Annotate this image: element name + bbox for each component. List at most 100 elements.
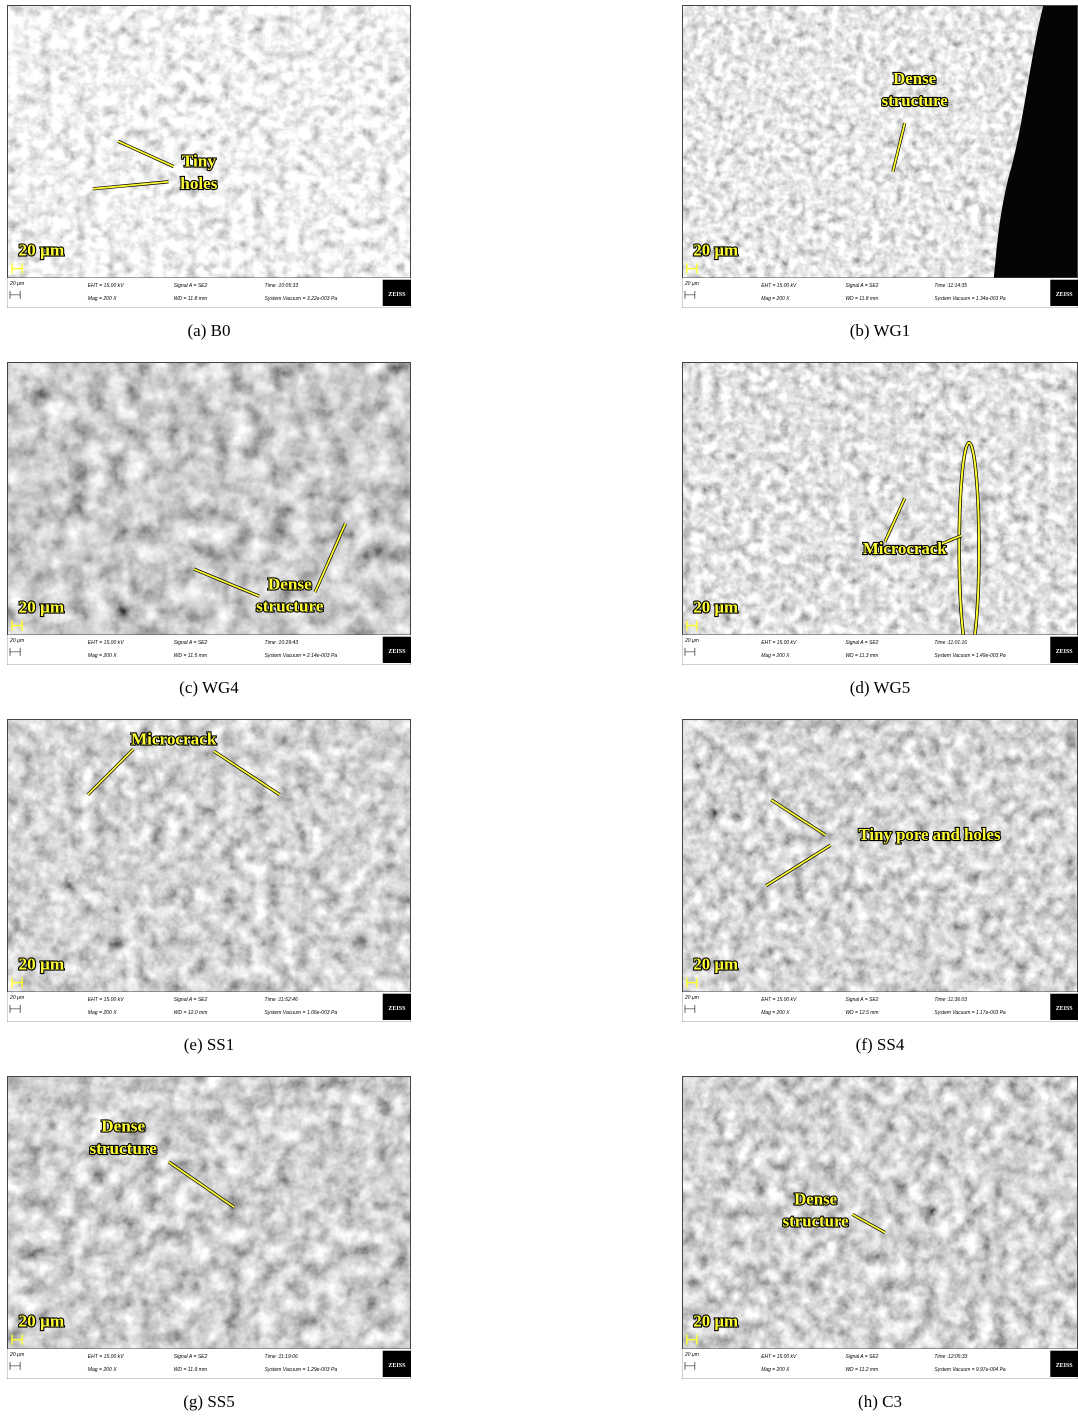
annotation: holes (180, 174, 218, 193)
info-wd: WD = 11.8 mm (845, 296, 878, 302)
brand: ZEISS (1056, 1363, 1073, 1369)
info-eht: EHT = 15.00 kV (761, 283, 797, 289)
info-vacuum: System Vacuum = 1.17e-003 Pa (934, 1010, 1005, 1016)
info-vacuum: System Vacuum = 1.06e-003 Pa (265, 1010, 338, 1016)
annotation: structure (89, 1139, 157, 1158)
annotation: structure (256, 596, 324, 615)
sem-image: Microcrack20 µm20 µmEHT = 15.00 kVMag = … (682, 362, 1078, 665)
brand: ZEISS (388, 1006, 406, 1012)
info-wd: WD = 11.5 mm (174, 653, 207, 659)
sem-panel: Tinyholes20 µm20 µmEHT = 15.00 kVMag = 2… (7, 5, 411, 308)
info-scale: 20 µm (9, 995, 24, 1001)
page: Tinyholes20 µm20 µmEHT = 15.00 kVMag = 2… (0, 0, 1078, 1421)
sem-panel: Tiny pore and holes 20 µm 20 µm EHT = 15.00… (682, 719, 1078, 1022)
caption: (f) SS4 (780, 1035, 980, 1055)
sem-image: Tiny pore and holes 20 µm 20 µm EHT = 15.00… (682, 719, 1078, 1022)
annotation: Tiny pore and holes (858, 825, 1000, 844)
info-signal: Signal A = SE2 (174, 283, 208, 289)
caption: (d) WG5 (780, 678, 980, 698)
brand: ZEISS (388, 1363, 406, 1369)
micrograph (682, 1076, 1078, 1349)
info-wd: WD = 11.2 mm (845, 1367, 878, 1373)
info-vacuum: System Vacuum = 1.29e-003 Pa (265, 1367, 338, 1373)
annotation: Dense (893, 69, 936, 88)
scale-bar-label: 20 µm (19, 597, 65, 616)
info-bar (682, 278, 1078, 308)
annotation: Dense (268, 574, 312, 593)
micrograph (7, 5, 411, 278)
info-time: Time :11:01:16 (934, 640, 967, 646)
annotation: Microcrack (863, 539, 947, 558)
info-bar (7, 635, 411, 665)
info-bar (7, 278, 411, 308)
info-vacuum: System Vacuum = 3.22e-003 Pa (265, 296, 338, 302)
info-mag: Mag = 200 X (761, 1010, 790, 1016)
info-signal: Signal A = SE2 (174, 997, 208, 1003)
brand: ZEISS (1056, 649, 1073, 655)
scale-bar-label: 20 µm (693, 954, 738, 973)
sem-panel: Densestructure20 µm20 µmEHT = 15.00 kVMa… (682, 5, 1078, 308)
info-time: Time :10:29:43 (265, 640, 299, 646)
info-vacuum: System Vacuum = 2.14e-003 Pa (265, 653, 338, 659)
info-mag: Mag = 200 X (761, 296, 790, 302)
info-signal: Signal A = SE2 (845, 640, 878, 646)
info-mag: Mag = 200 X (88, 1010, 117, 1016)
info-vacuum: System Vacuum = 1.49e-003 Pa (934, 653, 1005, 659)
info-time: Time :11:36:03 (934, 997, 967, 1003)
info-scale: 20 µm (9, 281, 24, 287)
annotation: structure (882, 91, 949, 110)
micrograph (7, 1076, 411, 1349)
info-eht: EHT = 15.00 kV (88, 1354, 124, 1360)
micrograph (7, 362, 411, 635)
micrograph (682, 362, 1078, 635)
info-bar (7, 1349, 411, 1379)
info-mag: Mag = 200 X (88, 653, 117, 659)
caption: (h) C3 (780, 1392, 980, 1412)
info-scale: 20 µm (684, 995, 699, 1001)
scale-bar-label: 20 µm (693, 240, 738, 259)
info-eht: EHT = 15.00 kV (88, 640, 124, 646)
info-wd: WD = 11.8 mm (174, 296, 207, 302)
micrograph (682, 719, 1078, 992)
info-time: Time :11:19:06 (265, 1354, 298, 1360)
info-wd: WD = 11.3 mm (845, 653, 878, 659)
info-eht: EHT = 15.00 kV (88, 997, 124, 1003)
info-vacuum: System Vacuum = 1.34e-003 Pa (934, 296, 1005, 302)
info-signal: Signal A = SE2 (845, 283, 878, 289)
caption: (g) SS5 (109, 1392, 309, 1412)
info-vacuum: System Vacuum = 9.97e-004 Pa (934, 1367, 1005, 1373)
scale-bar-label: 20 µm (19, 954, 65, 973)
info-time: Time :10:05:33 (265, 283, 299, 289)
annotation: structure (783, 1211, 850, 1230)
info-bar (682, 992, 1078, 1022)
caption: (e) SS1 (109, 1035, 309, 1055)
info-eht: EHT = 15.00 kV (761, 997, 797, 1003)
info-eht: EHT = 15.00 kV (761, 640, 797, 646)
micrograph (7, 719, 411, 992)
info-signal: Signal A = SE2 (174, 1354, 208, 1360)
info-signal: Signal A = SE2 (174, 640, 208, 646)
info-bar (7, 992, 411, 1022)
info-signal: Signal A = SE2 (845, 1354, 878, 1360)
brand: ZEISS (1056, 292, 1073, 298)
info-time: Time :11:14:35 (934, 283, 967, 289)
scale-bar-label: 20 µm (693, 1311, 738, 1330)
info-mag: Mag = 200 X (761, 1367, 790, 1373)
scale-bar-label: 20 µm (693, 597, 738, 616)
info-wd: WD = 12.5 mm (845, 1010, 878, 1016)
annotation: Dense (794, 1189, 837, 1208)
info-mag: Mag = 200 X (761, 653, 790, 659)
info-eht: EHT = 15.00 kV (761, 1354, 797, 1360)
scale-bar-label: 20 µm (19, 1311, 65, 1330)
info-mag: Mag = 200 X (88, 296, 117, 302)
info-wd: WD = 11.9 mm (174, 1367, 207, 1373)
caption: (c) WG4 (109, 678, 309, 698)
info-mag: Mag = 200 X (88, 1367, 117, 1373)
scale-bar-label: 20 µm (19, 240, 65, 259)
